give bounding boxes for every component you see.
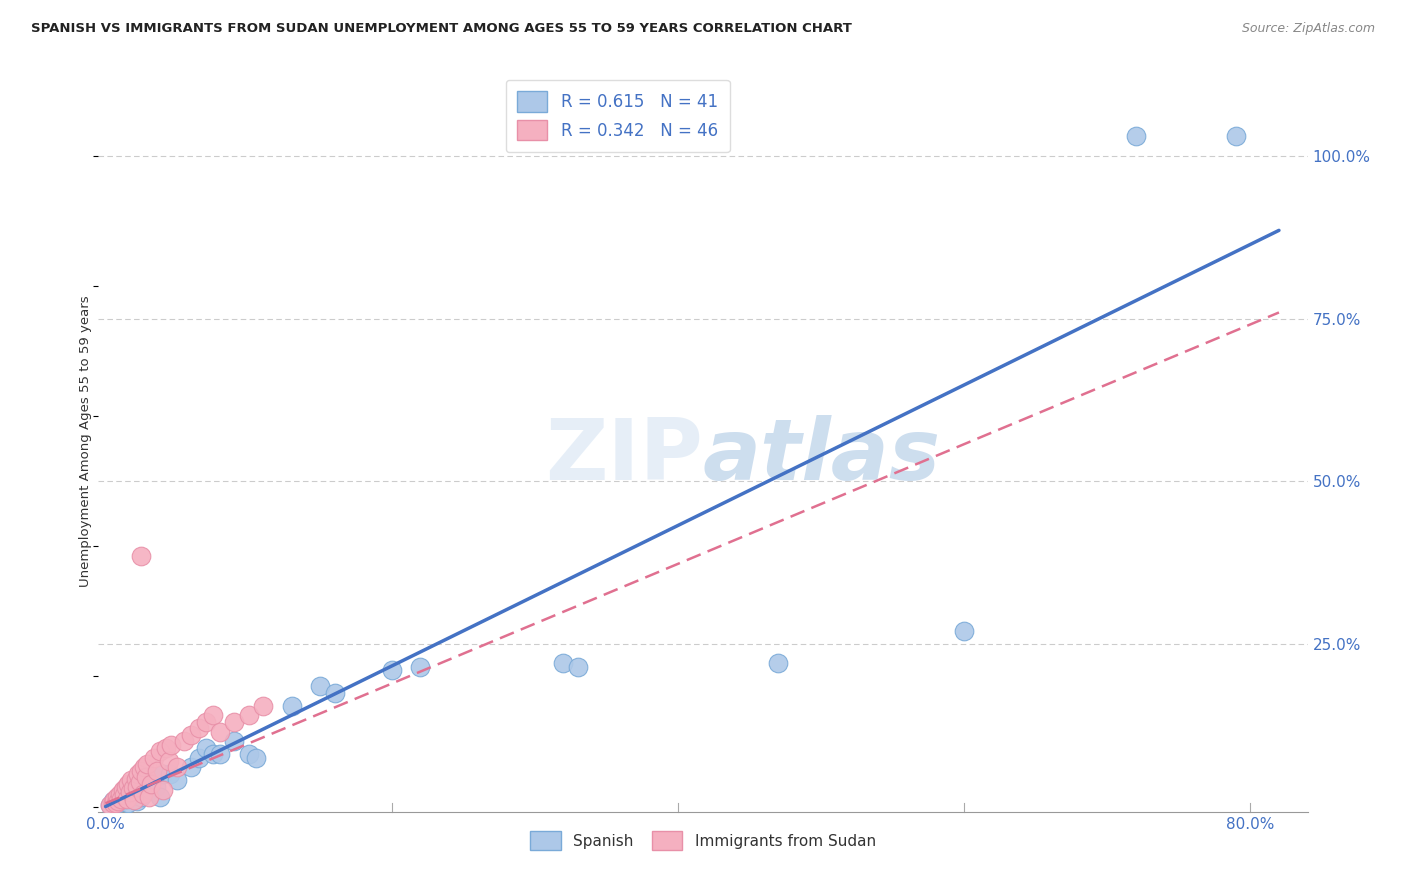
Point [127,767,149,781]
Point [101,794,124,808]
Legend: Spanish, Immigrants from Sudan: Spanish, Immigrants from Sudan [524,825,882,856]
Point [157,754,180,768]
Point [194,714,217,729]
Point [131,549,153,563]
Point [180,728,202,742]
Point [104,797,127,811]
Point [114,780,136,794]
Point [152,767,174,781]
Point [120,787,142,801]
Point [149,744,172,758]
Point [323,686,346,700]
Point [112,783,135,797]
Point [117,777,139,791]
Point [146,764,169,778]
Point [224,714,246,729]
Point [173,734,195,748]
Point [1125,129,1147,144]
Point [409,659,432,673]
Point [120,773,142,788]
Point [127,780,149,794]
Point [98,797,121,812]
Point [104,791,127,805]
Point [166,773,188,788]
Point [252,698,274,713]
Point [98,797,121,812]
Point [101,796,124,810]
Point [121,781,143,796]
Point [1225,129,1247,144]
Point [209,724,232,739]
Point [105,789,128,804]
Point [111,783,134,797]
Point [766,657,789,671]
Point [224,734,246,748]
Point [309,679,332,693]
Point [187,722,209,736]
Point [110,791,132,805]
Point [132,787,155,801]
Point [138,789,160,804]
Point [280,698,302,713]
Point [112,788,135,802]
Point [117,797,139,811]
Point [125,780,148,794]
Text: ZIP: ZIP [546,415,703,498]
Point [141,777,163,791]
Point [122,777,145,791]
Point [159,767,181,781]
Text: SPANISH VS IMMIGRANTS FROM SUDAN UNEMPLOYMENT AMONG AGES 55 TO 59 YEARS CORRELAT: SPANISH VS IMMIGRANTS FROM SUDAN UNEMPLO… [31,22,852,36]
Point [953,624,976,638]
Point [567,659,589,673]
Point [381,663,404,677]
Point [103,793,125,807]
Point [124,772,146,787]
Text: Source: ZipAtlas.com: Source: ZipAtlas.com [1241,22,1375,36]
Point [149,789,172,804]
Point [131,764,153,778]
Y-axis label: Unemployment Among Ages 55 to 59 years: Unemployment Among Ages 55 to 59 years [79,296,91,587]
Point [107,797,129,811]
Point [129,774,152,789]
Point [201,747,224,762]
Point [143,750,166,764]
Point [134,760,156,774]
Point [209,747,232,762]
Point [194,741,217,756]
Point [111,793,134,807]
Point [122,793,145,807]
Point [180,760,202,774]
Point [108,788,131,802]
Point [152,783,174,797]
Point [136,757,159,772]
Point [160,738,183,752]
Point [108,787,131,801]
Point [155,741,177,756]
Point [238,708,260,723]
Text: atlas: atlas [703,415,941,498]
Point [115,791,138,805]
Point [187,750,209,764]
Point [135,770,157,784]
Point [118,785,141,799]
Point [141,783,163,797]
Point [238,747,260,762]
Point [131,789,153,804]
Point [166,760,188,774]
Point [145,780,167,794]
Point [134,773,156,788]
Point [125,794,148,808]
Point [138,774,160,789]
Point [245,750,267,764]
Point [107,794,129,808]
Point [115,789,138,804]
Point [553,657,575,671]
Point [201,708,224,723]
